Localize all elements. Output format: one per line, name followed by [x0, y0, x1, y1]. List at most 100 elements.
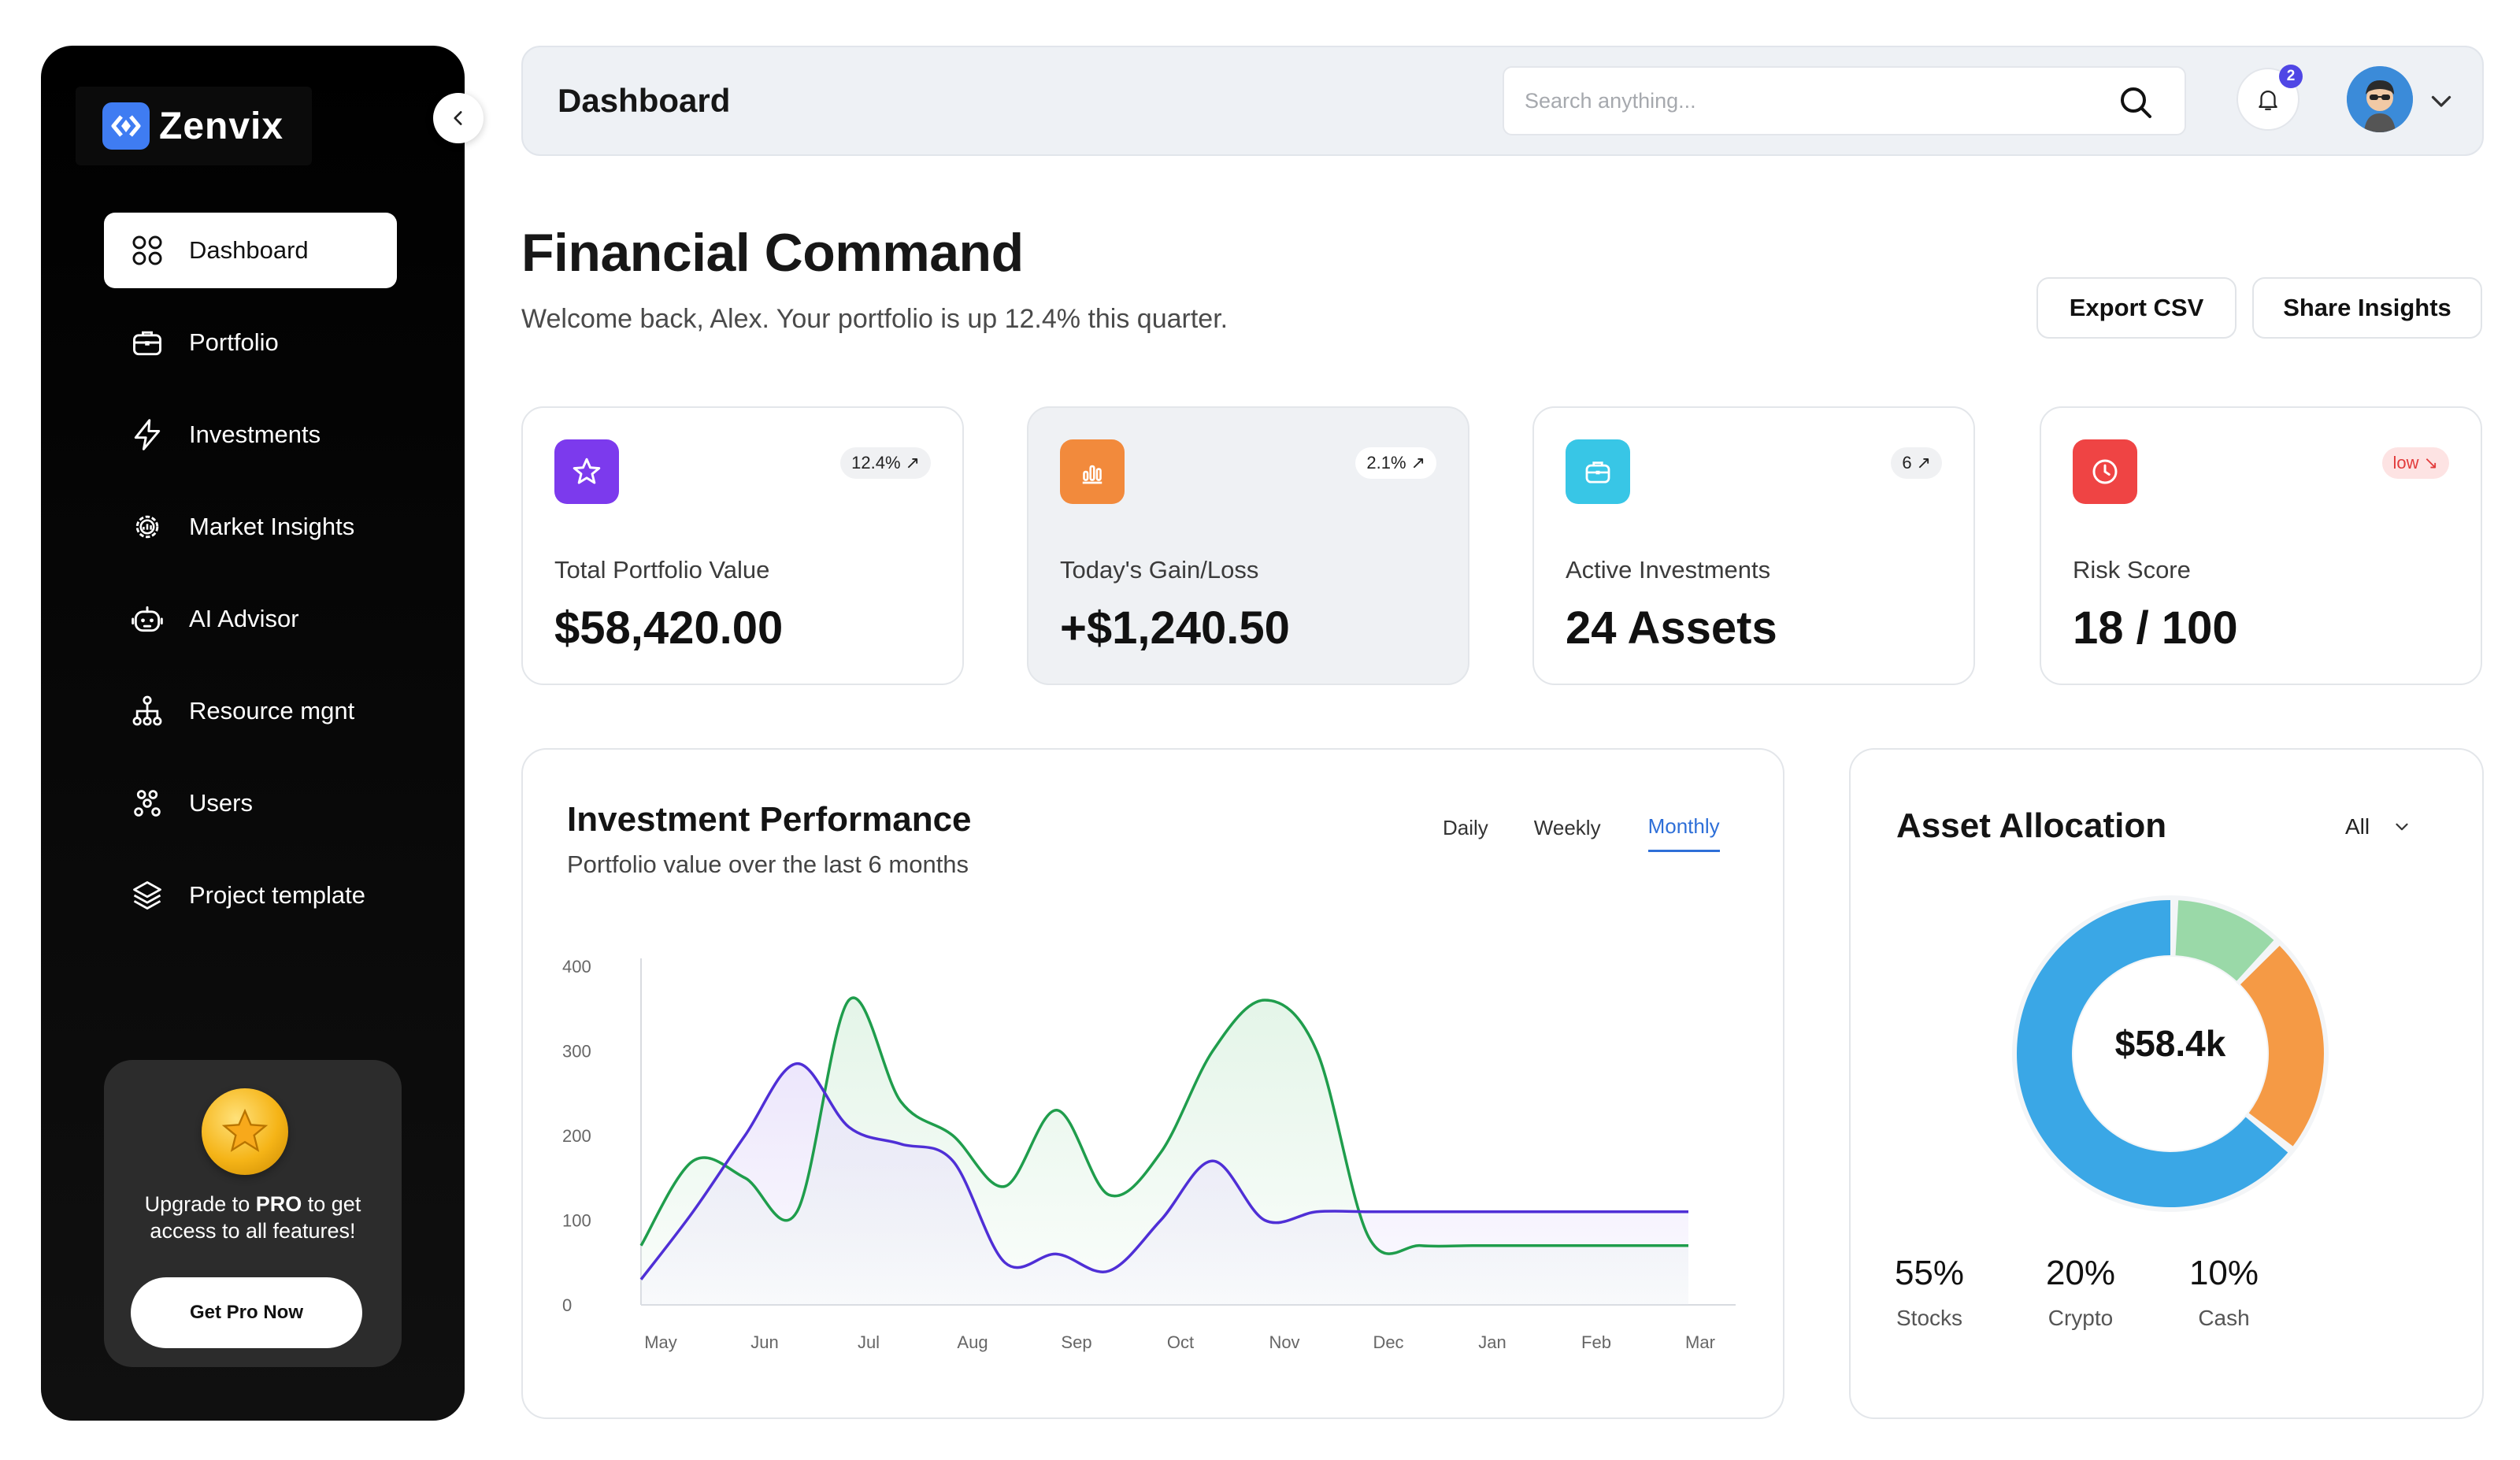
- donut-hole: [2073, 957, 2267, 1151]
- series-line-0[interactable]: [639, 996, 1688, 1255]
- collapse-sidebar-button[interactable]: [433, 93, 484, 143]
- sidebar-item-users[interactable]: Users: [104, 765, 397, 841]
- donut-slice-cash[interactable]: [2175, 900, 2274, 981]
- y-tick-label: 100: [562, 1211, 591, 1231]
- x-tick-label: Mar: [1685, 1332, 1715, 1352]
- notifications-button[interactable]: [2236, 68, 2300, 131]
- legend-label: Cash: [2198, 1306, 2250, 1330]
- stat-label: Total Portfolio Value: [554, 556, 770, 584]
- legend-percent: 20%: [2045, 1254, 2116, 1292]
- tab-daily[interactable]: Daily: [1443, 814, 1488, 852]
- grid-icon: [129, 232, 165, 269]
- page-title: Financial Command: [521, 223, 1024, 283]
- sidebar-item-label: Investments: [189, 421, 321, 448]
- upgrade-promo-card: Upgrade to PRO to get access to all feat…: [104, 1060, 402, 1367]
- sidebar-item-label: Market Insights: [189, 513, 355, 540]
- clock-icon: [2073, 439, 2137, 504]
- get-pro-button[interactable]: Get Pro Now: [131, 1277, 362, 1348]
- sidebar: Zenvix Dashboard Portfolio Investments M…: [41, 46, 484, 1421]
- star-icon: [554, 439, 619, 504]
- stat-card-gain-loss[interactable]: 2.1% ↗ Today's Gain/Loss +$1,240.50: [1027, 406, 1469, 685]
- stat-label: Today's Gain/Loss: [1060, 556, 1259, 584]
- x-tick-label: Jun: [750, 1332, 778, 1352]
- stat-card-active-investments[interactable]: 6 ↗ Active Investments 24 Assets: [1532, 406, 1975, 685]
- tab-weekly[interactable]: Weekly: [1534, 814, 1601, 852]
- promo-text: Upgrade to PRO to get access to all feat…: [144, 1192, 361, 1243]
- sidebar-item-label: Portfolio: [189, 328, 279, 356]
- stat-value: 24 Assets: [1566, 602, 1777, 654]
- x-tick-label: Jan: [1478, 1332, 1506, 1352]
- sidebar-nav: Dashboard Portfolio Investments Market I…: [104, 213, 397, 950]
- star-coin-icon: [202, 1088, 288, 1175]
- stat-label: Active Investments: [1566, 556, 1771, 584]
- donut-slice-crypto[interactable]: [2240, 945, 2324, 1147]
- arrow-up-right-icon: ↗: [1916, 453, 1931, 472]
- series-area-1: [641, 1063, 1688, 1305]
- allocation-total: $58.4k: [2114, 1023, 2226, 1064]
- stat-card-risk-score[interactable]: low ↘ Risk Score 18 / 100: [2040, 406, 2482, 685]
- stat-card-portfolio-value[interactable]: 12.4% ↗ Total Portfolio Value $58,420.00: [521, 406, 964, 685]
- sidebar-item-market-insights[interactable]: Market Insights: [104, 489, 397, 565]
- sidebar-item-resource-mgnt[interactable]: Resource mgnt: [104, 673, 397, 749]
- stat-label: Risk Score: [2073, 556, 2191, 584]
- stat-value: +$1,240.50: [1060, 602, 1290, 654]
- bar-chart-icon: [1060, 439, 1125, 504]
- sidebar-item-investments[interactable]: Investments: [104, 397, 397, 472]
- legend-item-stocks: 55% Stocks: [1851, 1254, 2008, 1331]
- period-tabs: Daily Weekly Monthly: [1443, 814, 1720, 852]
- header-title: Dashboard: [558, 82, 731, 119]
- legend-label: Crypto: [2048, 1306, 2114, 1330]
- stat-change-badge: 12.4% ↗: [840, 447, 931, 479]
- briefcase-icon: [129, 324, 165, 361]
- stat-change-badge: 2.1% ↗: [1355, 447, 1436, 479]
- allocation-filter-dropdown[interactable]: All: [2345, 814, 2412, 839]
- hierarchy-icon: [129, 693, 165, 729]
- export-csv-button[interactable]: Export CSV: [2036, 277, 2236, 339]
- series-line-1[interactable]: [639, 1062, 1688, 1280]
- performance-subtitle: Portfolio value over the last 6 months: [567, 850, 969, 878]
- brand-logo[interactable]: Zenvix: [76, 87, 312, 165]
- page-subtitle: Welcome back, Alex. Your portfolio is up…: [521, 304, 1228, 334]
- avatar[interactable]: [2347, 66, 2413, 132]
- x-tick-label: Dec: [1373, 1332, 1403, 1352]
- performance-chart: 0 100 200 300 400 May Jun Jul Aug Sep Oct Nov Dec Jan…: [562, 957, 1736, 1352]
- y-tick-label: 0: [562, 1295, 572, 1315]
- logo-mark-icon: [102, 102, 150, 150]
- stat-value: $58,420.00: [554, 602, 784, 654]
- donut-slice-stocks[interactable]: [2017, 900, 2288, 1207]
- performance-title: Investment Performance: [567, 800, 972, 839]
- x-tick-label: May: [644, 1332, 677, 1352]
- stat-value: 18 / 100: [2073, 602, 2238, 654]
- allocation-title: Asset Allocation: [1896, 806, 2167, 845]
- stat-change-badge: 6 ↗: [1891, 447, 1942, 479]
- chevron-left-icon: [454, 111, 462, 125]
- x-tick-label: Aug: [957, 1332, 988, 1352]
- investment-performance-card: Investment Performance Portfolio value o…: [521, 748, 1784, 1419]
- sidebar-item-dashboard[interactable]: Dashboard: [104, 213, 397, 288]
- sidebar-item-label: AI Advisor: [189, 605, 299, 632]
- x-tick-label: Sep: [1061, 1332, 1091, 1352]
- sidebar-item-project-template[interactable]: Project template: [104, 858, 397, 933]
- search-input[interactable]: [1525, 68, 2107, 134]
- sidebar-item-portfolio[interactable]: Portfolio: [104, 305, 397, 380]
- sidebar-item-label: Users: [189, 789, 253, 817]
- search-box: [1503, 66, 2186, 135]
- x-tick-label: Nov: [1269, 1332, 1299, 1352]
- y-tick-label: 400: [562, 957, 591, 976]
- search-icon[interactable]: [2117, 83, 2155, 121]
- x-tick-label: Feb: [1581, 1332, 1611, 1352]
- brand-name: Zenvix: [159, 105, 284, 147]
- bolt-icon: [129, 417, 165, 453]
- tab-monthly[interactable]: Monthly: [1647, 814, 1720, 852]
- chevron-down-icon[interactable]: [2427, 87, 2455, 115]
- allocation-filter-value: All: [2345, 814, 2370, 839]
- users-icon: [129, 785, 165, 821]
- sidebar-item-ai-advisor[interactable]: AI Advisor: [104, 581, 397, 657]
- legend-item-crypto: 20% Crypto: [2002, 1254, 2159, 1331]
- allocation-donut-chart: [2012, 895, 2329, 1212]
- robot-icon: [129, 601, 165, 637]
- legend-percent: 55%: [1894, 1254, 1965, 1292]
- layers-icon: [129, 877, 165, 913]
- share-insights-button[interactable]: Share Insights: [2252, 277, 2482, 339]
- notification-badge: 2: [2279, 65, 2303, 88]
